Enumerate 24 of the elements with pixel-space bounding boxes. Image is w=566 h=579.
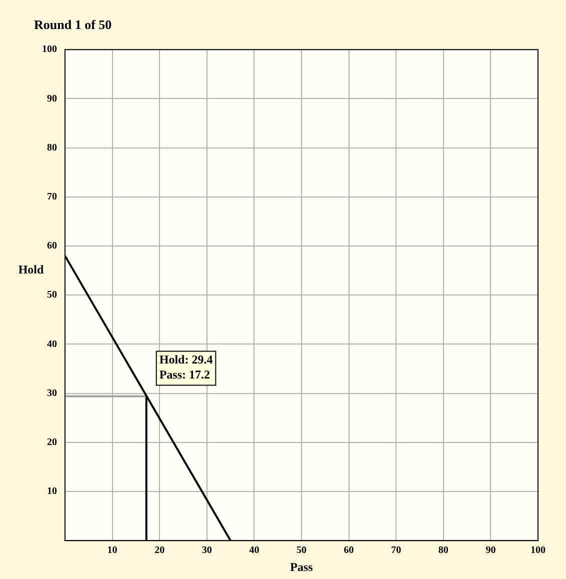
y-tick-label: 40 [47, 338, 57, 350]
y-tick-label: 70 [47, 191, 57, 202]
x-tick-label: 90 [486, 545, 496, 556]
y-tick-label: 30 [47, 388, 57, 399]
x-tick-label: 70 [391, 545, 402, 556]
x-tick-label: 100 [530, 545, 546, 556]
annotation: Hold: 29.4 Pass: 17.2 [159, 352, 213, 382]
x-tick-label: 40 [249, 545, 260, 556]
y-axis-title: Hold [18, 262, 44, 277]
y-tick-label: 10 [47, 486, 57, 498]
x-tick-label: 80 [438, 545, 448, 556]
x-tick-label: 30 [202, 545, 212, 556]
x-tick-label: 60 [344, 545, 354, 556]
x-tick-label: 20 [154, 545, 165, 556]
x-tick-label: 50 [296, 545, 306, 556]
y-tick-label: 80 [47, 142, 57, 154]
x-axis-title: Pass [290, 560, 314, 574]
y-tick-label: 50 [47, 290, 57, 301]
x-tick-label: 10 [107, 545, 118, 556]
y-tick-label: 90 [47, 93, 57, 104]
y-tick-label: 20 [47, 436, 57, 448]
chart-title: Round 1 of 50 [34, 17, 112, 32]
y-tick-label: 60 [47, 240, 57, 252]
y-tick-label: 100 [42, 44, 57, 56]
